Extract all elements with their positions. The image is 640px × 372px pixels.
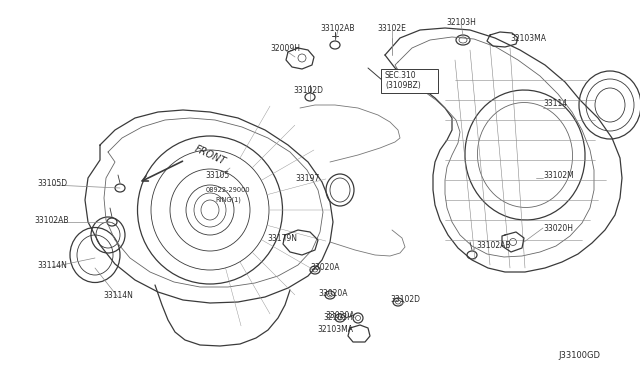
- Text: 32103H: 32103H: [446, 17, 476, 26]
- Text: 32103MA: 32103MA: [317, 326, 353, 334]
- Text: J33100GD: J33100GD: [558, 350, 600, 359]
- Text: FRONT: FRONT: [193, 144, 227, 167]
- Text: 32009H: 32009H: [270, 44, 300, 52]
- Text: 33102AB: 33102AB: [476, 241, 511, 250]
- Text: 33114N: 33114N: [37, 260, 67, 269]
- Text: 33197: 33197: [296, 173, 320, 183]
- Text: SEC.310: SEC.310: [385, 71, 417, 80]
- Text: 33114N: 33114N: [103, 291, 133, 299]
- Text: 33020A: 33020A: [325, 311, 355, 320]
- Text: 32103H: 32103H: [323, 312, 353, 321]
- Text: 33105: 33105: [206, 170, 230, 180]
- Text: 33102AB: 33102AB: [321, 23, 355, 32]
- Text: 33102E: 33102E: [378, 23, 406, 32]
- Text: 08922-29000: 08922-29000: [205, 187, 250, 193]
- Text: 33102M: 33102M: [543, 170, 573, 180]
- Text: 33105D: 33105D: [37, 179, 67, 187]
- Text: RING(1): RING(1): [215, 197, 241, 203]
- Text: 33102D: 33102D: [390, 295, 420, 305]
- Text: 33102AB: 33102AB: [35, 215, 69, 224]
- Text: 33114: 33114: [543, 99, 567, 108]
- Text: (3109BZ): (3109BZ): [385, 80, 420, 90]
- Text: 32103MA: 32103MA: [510, 33, 546, 42]
- Text: 33020A: 33020A: [318, 289, 348, 298]
- Text: 33020A: 33020A: [310, 263, 339, 273]
- Text: 33179N: 33179N: [267, 234, 297, 243]
- FancyBboxPatch shape: [381, 69, 438, 93]
- Text: 33102D: 33102D: [293, 86, 323, 94]
- Text: 33020H: 33020H: [543, 224, 573, 232]
